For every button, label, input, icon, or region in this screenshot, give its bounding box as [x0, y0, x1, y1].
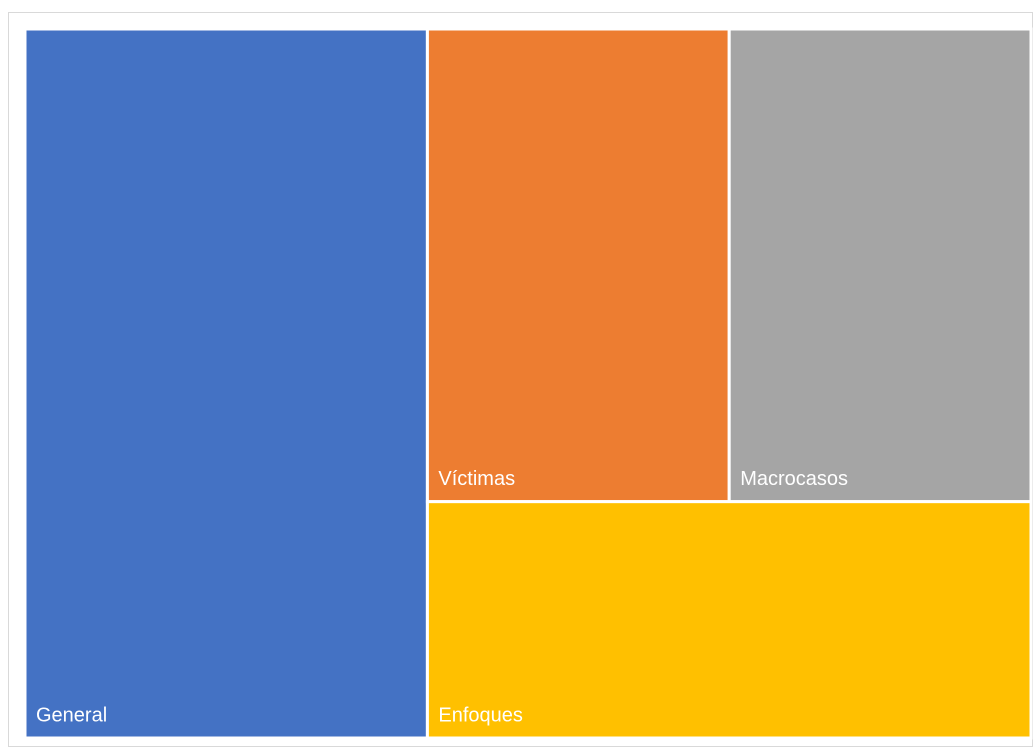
treemap-tile	[727, 27, 1033, 504]
treemap-tile	[425, 500, 1033, 740]
tile-label: Macrocasos	[740, 468, 848, 490]
tile-label: Enfoques	[438, 704, 523, 726]
treemap-tile	[23, 27, 429, 740]
tile-label: Víctimas	[438, 468, 515, 490]
tile-label: General	[36, 704, 107, 726]
treemap-tile	[425, 27, 731, 504]
chart-frame	[8, 12, 1033, 747]
